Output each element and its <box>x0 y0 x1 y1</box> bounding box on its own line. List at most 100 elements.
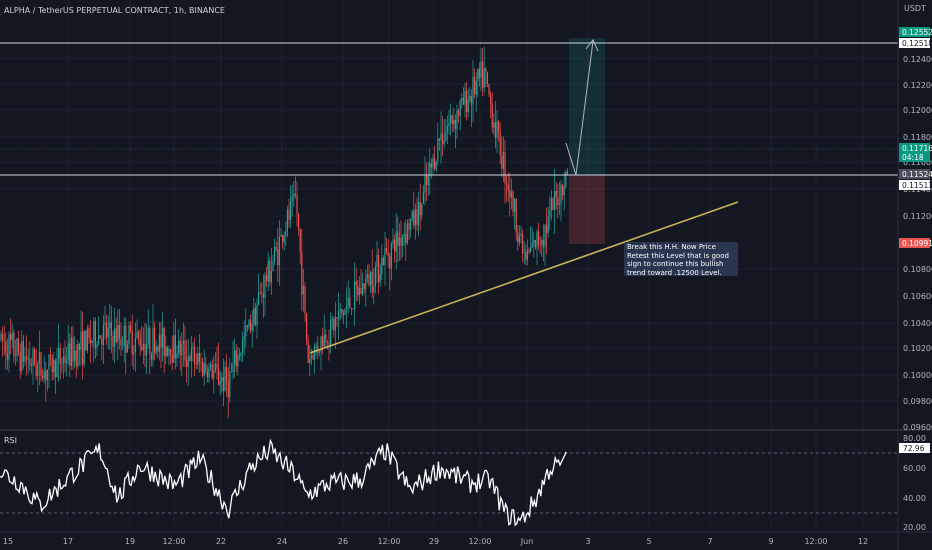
projection-arrow[interactable] <box>565 39 599 176</box>
candle-body <box>243 335 245 340</box>
candle-body <box>226 367 228 382</box>
candle-body <box>477 69 479 81</box>
candle-body <box>112 336 114 347</box>
candle-body <box>178 340 180 354</box>
time-axis[interactable]: 15 17 19 12:00 22 24 26 12:00 29 12:00 J… <box>3 537 868 546</box>
candle-body <box>208 367 210 378</box>
candle-body <box>446 126 448 132</box>
candle-body <box>318 351 320 353</box>
candle-body <box>99 335 101 339</box>
candle-body <box>518 235 520 243</box>
candle-body <box>195 363 197 365</box>
candle-body <box>274 247 276 262</box>
candle-body <box>109 322 111 329</box>
candle-body <box>59 348 61 364</box>
candle-body <box>507 184 509 191</box>
candle-body <box>229 371 231 398</box>
candle-body <box>136 332 138 338</box>
candle-body <box>462 97 464 105</box>
candle-body <box>491 103 493 128</box>
candle-body <box>101 338 103 345</box>
candle-body <box>429 163 431 176</box>
rsi-axis[interactable]: 80.00 60.00 40.00 20.00 <box>903 434 926 532</box>
candle-body <box>176 353 178 359</box>
candle-body <box>122 345 124 347</box>
candle-body <box>522 234 524 254</box>
rsi-value-tag: 72.96 <box>899 443 930 453</box>
candle-body <box>19 352 21 371</box>
candle-body <box>13 332 15 356</box>
candle-body <box>154 328 156 353</box>
candle-body <box>557 197 559 205</box>
candle-body <box>181 344 183 356</box>
candle-body <box>186 360 188 367</box>
candle-body <box>10 334 12 340</box>
target-zone <box>569 38 605 175</box>
candle-body <box>182 340 184 345</box>
candle-body <box>541 240 543 245</box>
candle-body <box>419 202 421 215</box>
candle-body <box>118 325 120 339</box>
candle-body <box>48 354 50 370</box>
candle-body <box>147 327 149 345</box>
candle-body <box>386 247 388 253</box>
candle-countdown: 04:18 <box>902 153 924 162</box>
resistance-price-tag: 0.12518 <box>899 38 932 48</box>
candle-body <box>544 225 546 247</box>
candle-body <box>163 327 165 357</box>
candle-body <box>480 61 482 78</box>
candle-body <box>512 191 514 212</box>
retest-price-tag: 0.11513 <box>899 180 932 190</box>
candle-body <box>43 370 45 379</box>
candle-body <box>493 122 495 128</box>
candle-body <box>282 234 284 243</box>
candle-body <box>242 339 244 353</box>
candle-body <box>98 335 100 345</box>
candle-body <box>525 252 527 260</box>
annotation-note[interactable]: Break this H.H. Now Price Retest this Le… <box>624 242 738 277</box>
candle-body <box>509 190 511 198</box>
candle-body <box>533 240 535 243</box>
candle-body <box>174 335 176 359</box>
candle-body <box>0 333 2 340</box>
grid-lines <box>0 0 898 532</box>
stop-price-tag: 0.10991 <box>899 238 932 248</box>
candle-body <box>357 285 359 296</box>
candle-body <box>310 355 312 359</box>
candle-body <box>349 297 351 309</box>
candle-body <box>523 252 525 254</box>
candle-body <box>179 340 181 356</box>
time-tick-label: 12:00 <box>162 537 185 546</box>
candle-body <box>142 344 144 351</box>
candle-body <box>453 120 455 124</box>
candle-body <box>322 336 324 347</box>
ascending-trendline[interactable] <box>309 201 739 354</box>
candle-body <box>502 152 504 169</box>
candle-body <box>197 353 199 365</box>
currency-label: USDT <box>904 4 926 13</box>
candle-body <box>472 76 474 105</box>
candle-body <box>67 343 69 361</box>
candle-body <box>410 218 412 230</box>
price-tick-label: 0.09600 <box>903 423 932 432</box>
candle-body <box>514 198 516 212</box>
candle-body <box>378 255 380 283</box>
candle-body <box>456 110 458 129</box>
chart-title: ALPHA / TetherUS PERPETUAL CONTRACT, 1h,… <box>4 6 225 15</box>
candle-body <box>5 341 7 354</box>
candle-body <box>133 352 135 355</box>
candle-body <box>80 331 82 350</box>
candle-body <box>347 297 349 306</box>
candle-body <box>61 363 63 365</box>
time-tick-label: 5 <box>646 537 651 546</box>
candle-body <box>331 319 333 321</box>
candle-body <box>434 157 436 170</box>
candle-body <box>459 101 461 116</box>
candle-body <box>267 260 269 282</box>
candle-body <box>563 186 565 196</box>
